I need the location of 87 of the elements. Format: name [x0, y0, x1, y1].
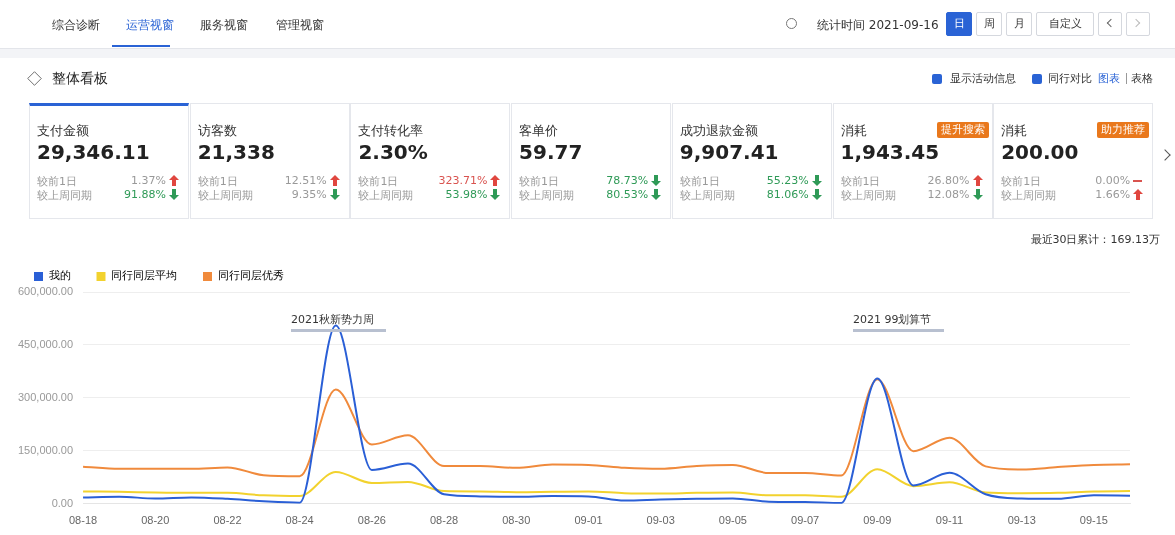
- text: 支付金额: [37, 122, 89, 140]
- text: 较上周同期: [197, 188, 253, 203]
- text: 12.51%: [284, 174, 327, 187]
- y-tick-label: 600,000.00: [17, 285, 74, 298]
- text: 81.06%: [766, 188, 809, 201]
- x-tick-label: 09-15: [1079, 514, 1108, 527]
- text: 助力推荐: [1097, 122, 1150, 138]
- text: 200.00: [1001, 140, 1079, 164]
- x-tick-label: 08-28: [430, 514, 459, 527]
- text: 2.30%: [358, 140, 428, 164]
- text: 较上周同期: [840, 188, 896, 203]
- text: 较上周同期: [1001, 188, 1057, 203]
- text: 9.35%: [291, 188, 327, 201]
- text: 12.08%: [927, 188, 970, 201]
- text: 统计时间 2021-09-16: [817, 17, 939, 34]
- line-series: [82, 378, 1131, 478]
- text: 9,907.41: [679, 140, 779, 164]
- text: 较前1日: [1001, 174, 1042, 189]
- text: 消耗: [1001, 122, 1028, 140]
- y-tick-label: 450,000.00: [17, 337, 74, 350]
- x-tick-label: 09-07: [791, 514, 820, 527]
- text: 月: [1006, 12, 1032, 36]
- text: 较前1日: [37, 174, 77, 189]
- y-tick-label: 300,000.00: [17, 390, 74, 403]
- text: 管理视窗: [276, 17, 324, 34]
- x-tick-label: 08-20: [141, 514, 170, 527]
- x-tick-label: 09-11: [935, 514, 964, 527]
- x-tick-label: 09-09: [863, 514, 892, 527]
- text: 消耗: [840, 122, 867, 140]
- text: 78.73%: [606, 174, 649, 187]
- text: 自定义: [1036, 12, 1094, 36]
- text: 59.77: [519, 140, 583, 164]
- y-tick-label: 150,000.00: [17, 443, 74, 456]
- x-tick-label: 08-22: [213, 514, 242, 527]
- x-tick-label: 09-13: [1007, 514, 1036, 527]
- line-series: [82, 324, 1131, 504]
- text: 91.88%: [124, 188, 166, 201]
- x-tick-label: 08-24: [285, 514, 314, 527]
- text: 服务视窗: [200, 17, 248, 34]
- text: 较上周同期: [519, 188, 575, 203]
- text: 55.23%: [766, 174, 809, 187]
- text: 成功退款金额: [679, 122, 758, 140]
- line-series: [82, 468, 1131, 498]
- x-tick-label: 09-03: [646, 514, 675, 527]
- text: 较前1日: [197, 174, 238, 189]
- text: 较前1日: [679, 174, 720, 189]
- text: 较上周同期: [679, 188, 735, 203]
- text: 周: [976, 12, 1002, 36]
- text: 整体看板: [52, 70, 108, 88]
- text: 323.71%: [438, 174, 488, 187]
- text: 运营视窗: [126, 17, 174, 34]
- x-tick-label: 09-05: [718, 514, 747, 527]
- x-tick-label: 08-30: [502, 514, 531, 527]
- text: 日: [946, 12, 972, 36]
- x-tick-label: 09-01: [574, 514, 603, 527]
- text: 显示活动信息: [950, 71, 1016, 86]
- legend-label: 同行同层平均: [111, 269, 177, 283]
- text: 图表: [1098, 71, 1120, 86]
- text: 0.00%: [1095, 174, 1131, 187]
- text: 较前1日: [358, 174, 399, 189]
- legend-label: 同行同层优秀: [217, 269, 284, 283]
- text: 同行对比: [1048, 71, 1092, 86]
- text: 较上周同期: [37, 188, 92, 203]
- text: 1.66%: [1095, 188, 1131, 201]
- text: 综合诊断: [52, 17, 100, 34]
- text: 较前1日: [840, 174, 881, 189]
- text: 1.37%: [131, 174, 166, 187]
- text: 访客数: [197, 122, 237, 140]
- text: 较前1日: [519, 174, 560, 189]
- text: 26.80%: [927, 174, 970, 187]
- x-tick-label: 08-26: [357, 514, 386, 527]
- text: 较上周同期: [358, 188, 414, 203]
- text: 最近30日累计：169.13万: [1030, 232, 1160, 247]
- annotation: 2021 99划算节: [853, 312, 944, 332]
- legend-label: 我的: [48, 269, 71, 283]
- text: 表格: [1131, 71, 1153, 86]
- y-tick-label: 0.00: [51, 496, 74, 509]
- text: 提升搜索: [936, 122, 989, 138]
- text: 21,338: [197, 140, 275, 164]
- text: 80.53%: [606, 188, 649, 201]
- x-tick-label: 08-18: [68, 514, 98, 527]
- text: 1,943.45: [840, 140, 940, 164]
- text: 支付转化率: [358, 122, 424, 140]
- annotation: 2021秋新势力周: [291, 312, 386, 332]
- text: 53.98%: [445, 188, 488, 201]
- text: 客单价: [519, 122, 559, 140]
- text: 29,346.11: [37, 140, 150, 164]
